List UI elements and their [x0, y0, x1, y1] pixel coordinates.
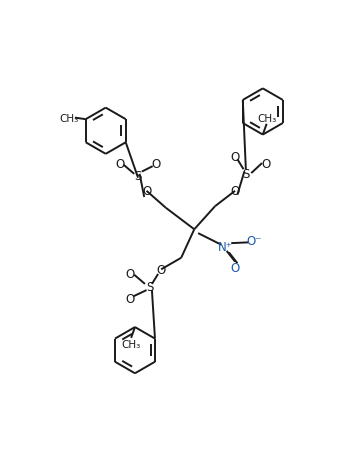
Text: S: S — [147, 280, 154, 293]
Text: CH₃: CH₃ — [257, 113, 276, 123]
Text: O: O — [261, 157, 271, 170]
Text: O: O — [115, 157, 124, 170]
Text: O: O — [142, 185, 151, 198]
Text: O: O — [126, 267, 135, 280]
Text: O: O — [230, 261, 240, 274]
Text: O: O — [156, 263, 166, 276]
Text: CH₃: CH₃ — [59, 113, 79, 123]
Text: O: O — [230, 185, 240, 198]
Text: CH₃: CH₃ — [121, 339, 141, 349]
Text: N⁺: N⁺ — [218, 240, 233, 253]
Text: S: S — [242, 167, 249, 180]
Text: O: O — [230, 150, 240, 163]
Text: O⁻: O⁻ — [247, 235, 262, 248]
Text: O: O — [151, 157, 161, 170]
Text: O: O — [126, 293, 135, 305]
Text: S: S — [134, 170, 142, 182]
